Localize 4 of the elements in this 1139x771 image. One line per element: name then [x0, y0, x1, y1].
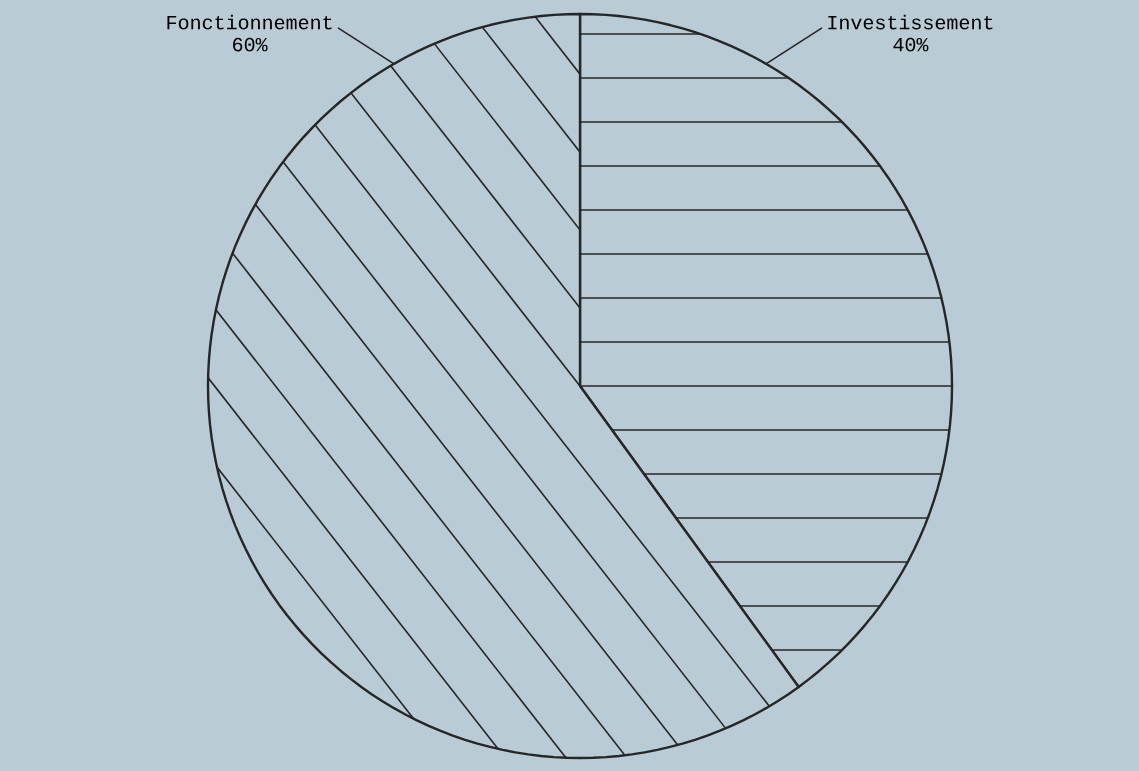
data-label: 40% [893, 37, 929, 52]
data-label: 60% [233, 37, 268, 52]
slice-label: Fonctionnement [167, 14, 332, 30]
slice-label: Investissement [828, 14, 993, 30]
